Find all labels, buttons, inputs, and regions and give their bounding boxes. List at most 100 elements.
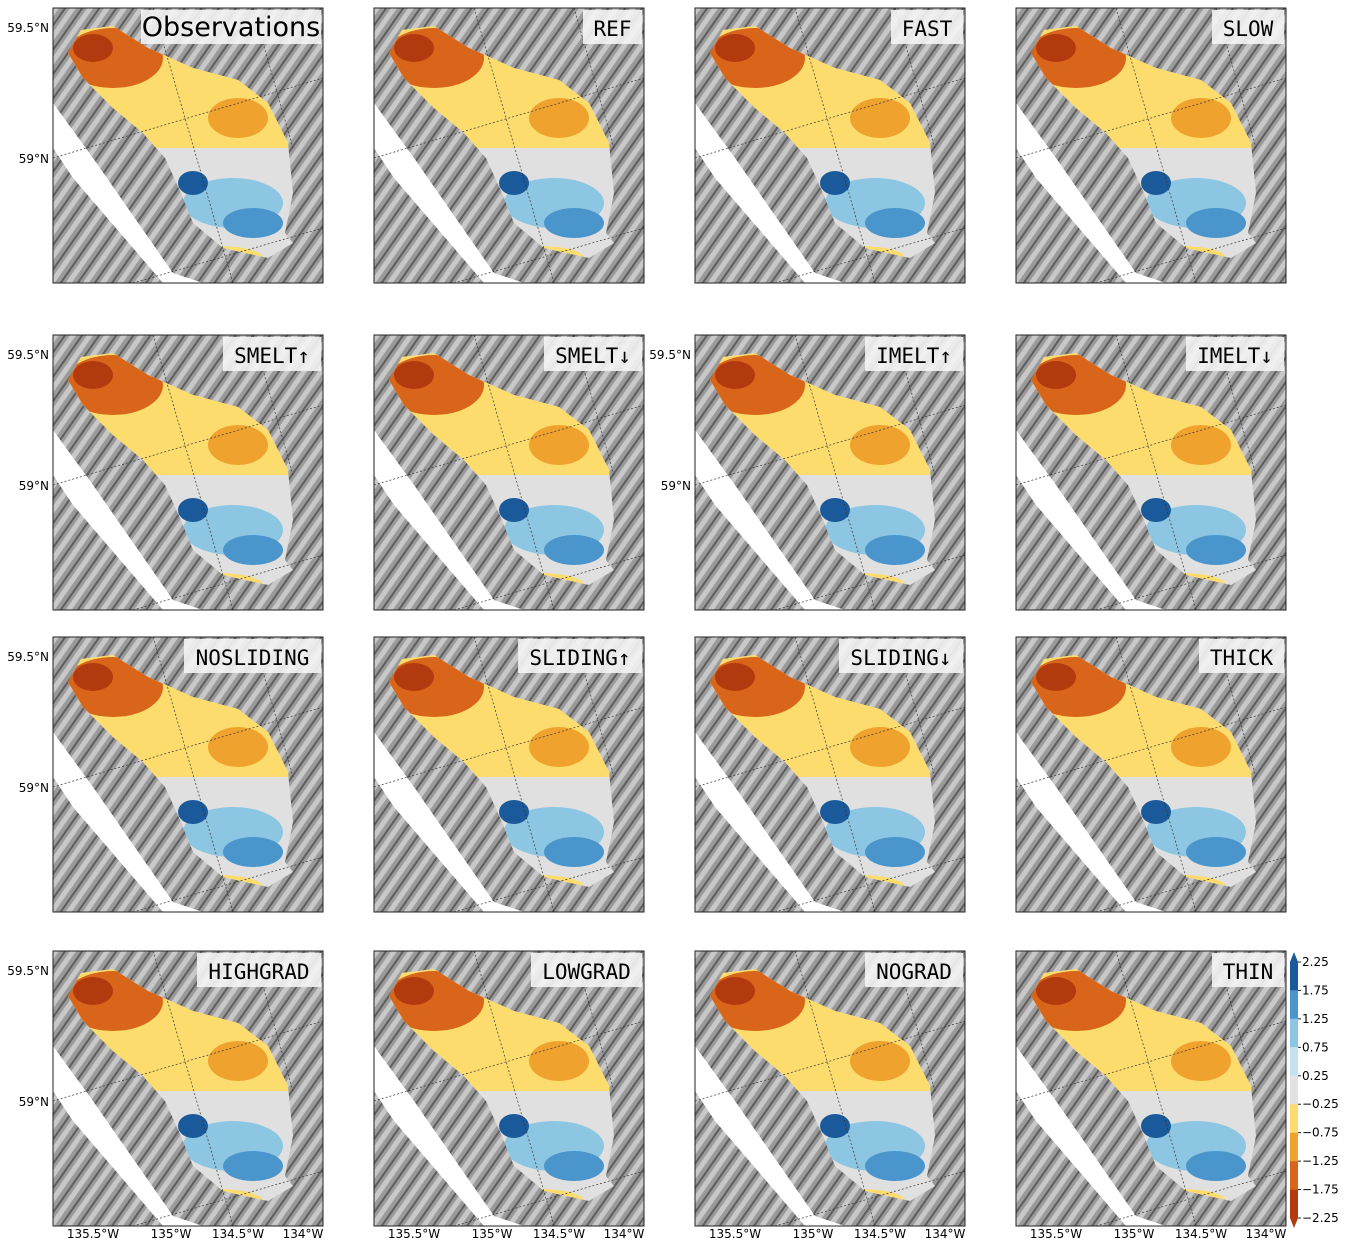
panel-title: IMELT↓: [1197, 344, 1273, 368]
frame: [1015, 334, 1287, 611]
graticule: [52, 636, 324, 913]
zone: [850, 98, 910, 138]
zone: [544, 535, 604, 565]
zone: [499, 498, 529, 522]
title-box: [223, 337, 321, 371]
lon-label: 134.5°W: [212, 1227, 264, 1241]
map-panel: THICK: [1015, 636, 1287, 913]
frame: [694, 334, 966, 611]
colorbar-segment: [1290, 962, 1298, 991]
panel-title: NOGRAD: [876, 960, 952, 984]
zone: [394, 34, 434, 62]
graticule: [1015, 7, 1287, 284]
graticule: [694, 7, 966, 284]
zone: [715, 361, 755, 389]
frame: [52, 334, 324, 611]
frame: [694, 950, 966, 1227]
zone: [499, 1114, 529, 1138]
colorbar-segment: [1290, 1104, 1298, 1133]
colorbar-segment: [1290, 1132, 1298, 1162]
title-box: [865, 337, 963, 371]
graticule: [1015, 334, 1287, 611]
graticule: [52, 950, 324, 1227]
map-panel: NOSLIDING 59.5°N 59°N: [7, 636, 324, 913]
zone: [1171, 98, 1231, 138]
map-panel: IMELT↓: [1015, 334, 1287, 611]
colorbar-segment: [1290, 1047, 1298, 1076]
frame: [373, 7, 645, 284]
colorbar-label: 1.25: [1302, 1012, 1329, 1026]
panel-title: THIN: [1223, 960, 1274, 984]
frame: [373, 334, 645, 611]
panel-title: SMELT↓: [555, 344, 631, 368]
graticule: [373, 334, 645, 611]
zone: [73, 34, 113, 62]
lon-label: 134°W: [604, 1227, 645, 1241]
zone: [544, 208, 604, 238]
title-box: [891, 10, 963, 44]
graticule: [1015, 950, 1287, 1227]
graticule: [52, 7, 324, 284]
title-box: [544, 337, 642, 371]
zone: [223, 208, 283, 238]
map-panel: THIN 135.5°W 135°W 134.5°W 134°W: [1015, 950, 1287, 1241]
map-panel: HIGHGRAD 59.5°N 59°N 135.5°W 135°W 134.5°W 134…: [7, 950, 324, 1241]
graticule: [694, 950, 966, 1227]
lon-label: 134.5°W: [1175, 1227, 1227, 1241]
colorbar-label: −1.25: [1302, 1154, 1339, 1168]
panel-title: NOSLIDING: [196, 646, 310, 670]
colorbar-segment: [1290, 1161, 1298, 1190]
zone: [1171, 1041, 1231, 1081]
zone: [865, 208, 925, 238]
lat-label: 59.5°N: [7, 21, 49, 35]
lon-label: 135°W: [472, 1227, 513, 1241]
zone: [178, 498, 208, 522]
zone: [499, 171, 529, 195]
zone: [499, 800, 529, 824]
panel-title: HIGHGRAD: [208, 960, 309, 984]
zone: [1186, 837, 1246, 867]
zone: [850, 727, 910, 767]
zone: [223, 1151, 283, 1181]
lat-label: 59°N: [661, 479, 691, 493]
colorbar-label: −1.75: [1302, 1183, 1339, 1197]
lat-label: 59.5°N: [649, 348, 691, 362]
zone: [529, 1041, 589, 1081]
map-panel: SMELT↓: [373, 334, 645, 611]
zone: [223, 535, 283, 565]
zone: [820, 498, 850, 522]
zone: [715, 663, 755, 691]
lat-label: 59°N: [19, 479, 49, 493]
zone: [394, 361, 434, 389]
zone: [394, 977, 434, 1005]
panel-title: LOWGRAD: [542, 960, 631, 984]
map-panel: SMELT↑ 59.5°N 59°N: [7, 334, 324, 611]
title-box: [518, 639, 642, 673]
zone: [1171, 425, 1231, 465]
title-box: [531, 953, 642, 987]
colorbar-label: 0.25: [1302, 1069, 1329, 1083]
lon-label: 134.5°W: [854, 1227, 906, 1241]
colorbar-segment: [1290, 1075, 1298, 1105]
colorbar-segment: [1290, 990, 1298, 1019]
colorbar-label: −0.25: [1302, 1097, 1339, 1111]
map-panel: SLOW: [1015, 7, 1287, 284]
zone: [865, 837, 925, 867]
zone: [850, 425, 910, 465]
zone: [529, 727, 589, 767]
lon-label: 134°W: [283, 1227, 324, 1241]
title-box: [141, 10, 321, 44]
zone: [820, 171, 850, 195]
zone: [223, 837, 283, 867]
zone: [865, 1151, 925, 1181]
title-box: [1212, 953, 1284, 987]
zone: [1141, 800, 1171, 824]
zone: [850, 1041, 910, 1081]
zone: [715, 34, 755, 62]
map-panel: SLIDING↑: [373, 636, 645, 913]
title-box: [865, 953, 963, 987]
lon-label: 135.5°W: [709, 1227, 761, 1241]
graticule: [694, 334, 966, 611]
title-box: [583, 10, 642, 44]
zone: [178, 1114, 208, 1138]
